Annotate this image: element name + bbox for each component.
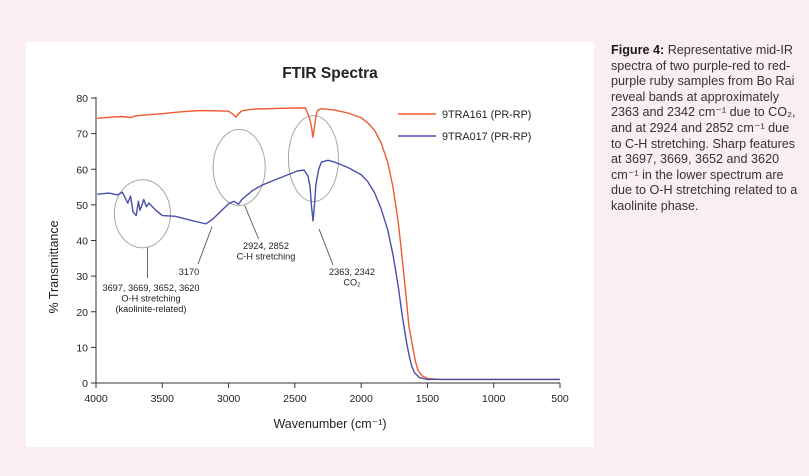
co2-leader-line [318, 228, 334, 266]
co2-annotation-line: 2363, 2342 [329, 267, 375, 277]
legend-label-1: 9TRA017 (PR-RP) [442, 131, 531, 143]
ch-annotation-line: 2924, 2852 [243, 241, 289, 251]
oh-annotation-line: 3697, 3669, 3652, 3620 [102, 283, 199, 293]
co2-annotation-line: CO₂ [343, 278, 361, 288]
series [97, 107, 560, 381]
y-tick-label: 60 [76, 164, 88, 176]
caption-label: Figure 4: [611, 43, 665, 57]
caption-text: Representative mid-IR spectra of two pur… [611, 43, 798, 213]
y-tick-label: 50 [76, 200, 88, 212]
co2-highlight-circle [287, 115, 339, 203]
band3170-annotation-line: 3170 [179, 267, 199, 277]
legend-label-0: 9TRA161 (PR-RP) [442, 109, 531, 121]
x-tick-label: 2500 [283, 393, 307, 405]
y-tick-label: 10 [76, 342, 88, 354]
x-tick-label: 3500 [151, 393, 175, 405]
x-tick-label: 4000 [84, 393, 108, 405]
series-line-1 [97, 159, 560, 381]
x-tick-label: 1500 [416, 393, 440, 405]
ftir-chart: FTIR Spectra % Transmittance Wavenumber … [47, 65, 569, 431]
ch-highlight-circle [212, 128, 266, 206]
oh-highlight-circle [113, 179, 171, 249]
y-axis-label: % Transmittance [47, 220, 61, 313]
x-axis-label: Wavenumber (cm⁻¹) [273, 417, 386, 431]
x-tick-label: 500 [551, 393, 569, 405]
oh-annotation-line: O-H stretching [121, 294, 180, 304]
y-tick-label: 20 [76, 307, 88, 319]
x-tick-label: 3000 [217, 393, 241, 405]
y-tick-label: 80 [76, 93, 88, 105]
figure-caption: Figure 4: Representative mid-IR spectra … [611, 43, 801, 215]
y-tick-label: 40 [76, 236, 88, 248]
x-tick-label: 1000 [482, 393, 506, 405]
annotation-leaders [146, 205, 334, 278]
x-tick-label: 2000 [349, 393, 373, 405]
y-tick-label: 0 [82, 378, 88, 390]
oh-annotation-line: (kaolinite-related) [116, 304, 187, 314]
y-tick-label: 70 [76, 129, 88, 141]
legend: 9TRA161 (PR-RP) 9TRA017 (PR-RP) [398, 109, 531, 143]
y-tick-label: 30 [76, 271, 88, 283]
chart-card: FTIR Spectra % Transmittance Wavenumber … [26, 42, 594, 447]
ch-leader-line [244, 205, 260, 240]
chart-title: FTIR Spectra [282, 65, 378, 82]
band3170-leader-line [197, 226, 213, 265]
highlight-circles [113, 115, 339, 249]
series-line-0 [97, 107, 560, 381]
ch-annotation-line: C-H stretching [237, 252, 296, 262]
axes: 0 10 20 30 40 50 60 70 80 4000 3500 3000 2500 2000 150… [76, 93, 569, 405]
